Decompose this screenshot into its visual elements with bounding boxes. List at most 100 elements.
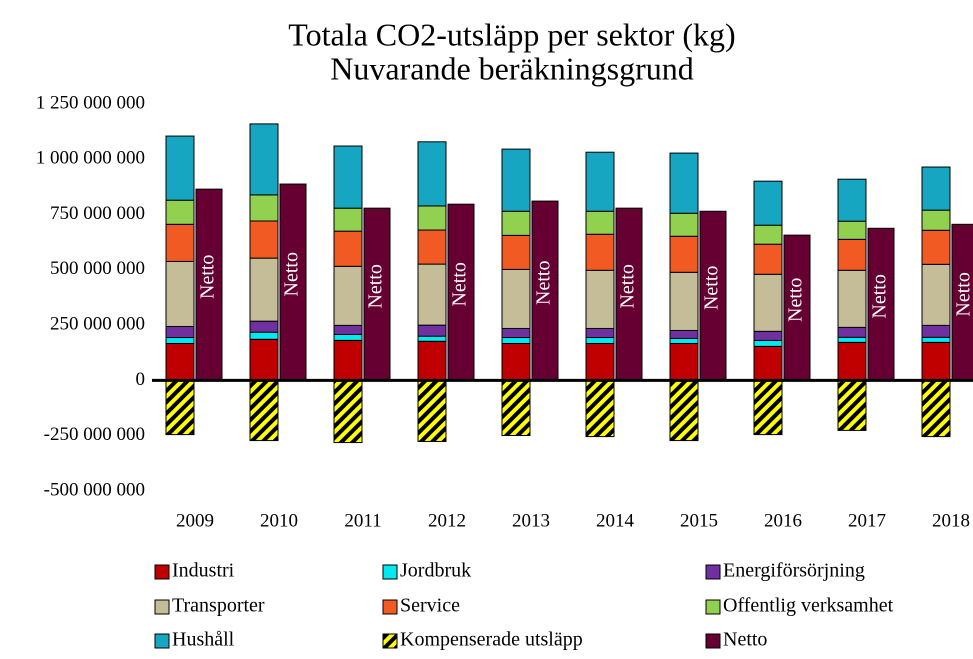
bar-segment [249,194,279,222]
x-tick-label: 2011 [344,510,381,531]
legend-swatch [382,564,398,580]
data-label: Netto [953,272,973,316]
bar-segment [501,210,531,236]
legend-swatch [154,564,170,580]
bar-segment [501,234,531,270]
data-label: Netto [533,261,555,305]
legend-label: Kompenserade utsläpp [400,629,583,651]
bar-segment [417,263,447,326]
x-tick-label: 2017 [848,510,886,531]
bar-segment [417,379,447,442]
bar-segment [669,235,699,273]
legend-label: Transporter [172,595,265,617]
bar-segment [753,339,783,347]
bar-segment [249,220,279,259]
x-tick-label: 2015 [680,510,718,531]
legend-label: Offentlig verksamhet [723,595,894,617]
data-label: Netto [197,255,219,299]
bar-segment [921,229,951,265]
data-label: Netto [449,262,471,306]
bar-segment [921,379,951,438]
bar-segment [165,337,195,344]
legend-label: Netto [723,629,767,651]
netto-bar [279,183,307,381]
bar-segment [501,327,531,339]
bar-segment [921,209,951,231]
bar-segment [837,326,867,338]
legend-label: Industri [172,560,235,582]
bar-segment [165,223,195,262]
bar-segment [165,325,195,339]
chart-subtitle: Nuvarande beräkningsgrund [330,50,693,86]
bar-segment [333,324,363,335]
bar-segment [921,336,951,343]
legend-swatch [382,633,398,649]
netto-bar [195,188,223,381]
bar-segment [753,379,783,436]
bar-segment [333,265,363,326]
y-tick-label: 0 [136,369,146,390]
legend-label: Energiförsörjning [723,560,865,582]
bar-segment [501,337,531,344]
bar-segment [165,135,195,201]
bar-segment [417,205,447,231]
bar-segment [753,180,783,226]
bar-segment [585,342,615,381]
bar-segment [753,345,783,381]
bar-segment [249,338,279,381]
bar-segment [753,224,783,245]
bar-segment [585,269,615,329]
x-tick-label: 2012 [428,510,466,531]
y-tick-label: -500 000 000 [44,479,145,500]
legend-swatch [154,633,170,649]
data-label: Netto [785,278,807,322]
bar-segment [249,123,279,196]
bar-segment [249,331,279,340]
y-tick-label: 1 000 000 000 [36,148,145,169]
bar-segment [417,229,447,265]
bar-segment [333,145,363,209]
bar-segment [165,199,195,225]
x-tick-label: 2009 [176,510,214,531]
bar-segment [921,341,951,381]
y-tick-label: 1 250 000 000 [36,92,145,113]
data-label: Netto [869,274,891,318]
bar-segment [753,273,783,332]
data-label: Netto [365,264,387,308]
x-tick-label: 2014 [596,510,635,531]
bar-segment [669,342,699,381]
bar-segment [501,148,531,212]
y-tick-label: -250 000 000 [44,424,145,445]
bar-segment [585,327,615,339]
netto-bar [447,203,475,381]
bar-segment [837,269,867,328]
bar-segment [753,243,783,275]
bar-segment [585,379,615,438]
bar-segment [333,333,363,341]
bar-segment [165,260,195,327]
bar-segment [501,379,531,436]
bar-segment [585,233,615,271]
bar-segment [837,379,867,431]
bar-segment [669,212,699,237]
bar-segment [669,379,699,442]
legend-label: Jordbruk [400,560,471,582]
bar-segment [669,152,699,214]
bar-segment [837,220,867,240]
legend-swatch [382,599,398,615]
bar-segment [837,341,867,381]
legend-swatch [705,599,721,615]
bar-segment [585,151,615,212]
legend-label: Hushåll [172,629,235,651]
bar-segment [669,337,699,344]
legend-swatch [705,633,721,649]
bar-segment [333,207,363,232]
data-label: Netto [701,266,723,310]
legend-swatch [154,599,170,615]
chart-title: Totala CO2-utsläpp per sektor (kg) [288,16,735,52]
y-tick-label: 500 000 000 [50,258,145,279]
y-tick-label: 250 000 000 [50,314,145,335]
bar-segment [165,342,195,381]
bar-segment [753,330,783,341]
